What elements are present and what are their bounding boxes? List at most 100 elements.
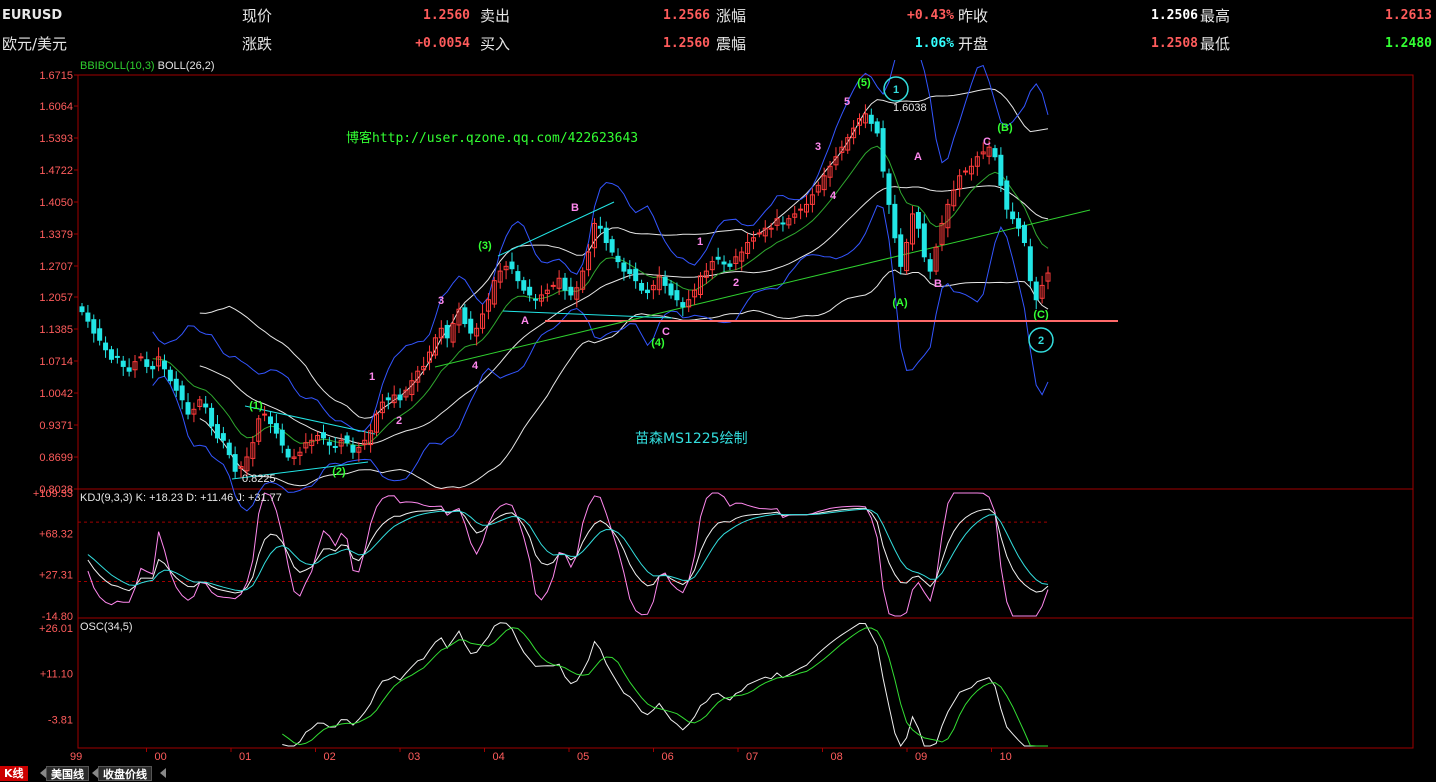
candle-body	[344, 435, 350, 444]
chevron-left-icon	[92, 768, 98, 778]
candle-body	[857, 118, 863, 126]
y-tick-label: 1.3379	[39, 229, 73, 241]
candle	[350, 437, 356, 459]
candle	[232, 446, 238, 478]
candle	[250, 436, 256, 467]
candle	[485, 293, 491, 320]
candle	[868, 108, 874, 132]
candle	[615, 248, 621, 269]
candle	[892, 194, 898, 243]
candle-body	[627, 269, 633, 274]
wave-label-pink: 2	[733, 277, 739, 289]
field-label-high: 最高	[1200, 7, 1231, 25]
y-tick-label: 1.2707	[39, 261, 73, 273]
candle-body	[750, 237, 756, 242]
candle-body	[886, 173, 892, 205]
candle	[880, 120, 886, 178]
wedge-line-bottom	[231, 461, 369, 480]
kdj-j-line	[87, 492, 1049, 617]
field-value-bid: 1.2560	[663, 36, 710, 51]
candle-body	[497, 270, 503, 283]
candle-body	[1039, 284, 1045, 299]
candle-body	[491, 280, 497, 305]
candle-body	[509, 261, 515, 270]
candle	[1045, 266, 1051, 290]
y-tick-label: 1.4722	[39, 165, 73, 177]
candle-body	[998, 154, 1004, 186]
wave-circle	[883, 76, 909, 102]
wave-label-pink: 1	[697, 236, 703, 248]
candle	[951, 180, 957, 212]
candle-body	[910, 213, 916, 245]
tab-close-line[interactable]: 收盘价线	[98, 766, 152, 781]
candle	[762, 220, 768, 243]
candle-body	[739, 251, 745, 262]
candle-body	[804, 203, 809, 213]
symbol-name: 欧元/美元	[2, 35, 68, 53]
candle	[226, 439, 232, 459]
tab-us-line[interactable]: 美国线	[46, 766, 89, 781]
channel-line-top	[497, 201, 615, 257]
candle-body	[450, 323, 456, 343]
candle	[815, 181, 821, 196]
candle	[103, 336, 109, 358]
candle	[680, 297, 686, 317]
wave-circle-label: 2	[1038, 335, 1044, 347]
candle	[462, 303, 468, 328]
candle-body	[232, 454, 238, 472]
wave-labels: (1) (2) (3) (4) (5) (A) (B) (C) 1 2 3 4 A B C 1 2 3 4 5 A B C 1…	[249, 76, 1054, 478]
x-tick-label: 10	[1000, 751, 1012, 763]
candle-body	[939, 222, 945, 245]
candle	[521, 276, 527, 294]
candle	[244, 447, 250, 477]
candle-body	[609, 239, 615, 253]
candle	[362, 430, 368, 450]
x-tick-label: 01	[239, 751, 251, 763]
candle-body	[173, 378, 179, 391]
candle	[827, 161, 833, 187]
candle	[715, 247, 721, 265]
candle-body	[185, 402, 191, 415]
candle-body	[556, 277, 562, 289]
wave-label-pink: B	[571, 202, 579, 214]
boll-label: BOLL(26,2)	[158, 60, 215, 72]
candle	[203, 395, 209, 414]
kdj-k-line	[87, 507, 1049, 594]
candle-body	[191, 408, 197, 415]
candle-body	[768, 227, 774, 230]
tab-kline[interactable]: K线	[0, 766, 28, 781]
candle-body	[709, 261, 715, 271]
kdj-panel: +109.33 +68.32 +27.31 -14.80	[33, 488, 1049, 623]
candle	[562, 273, 568, 300]
candle-body	[715, 256, 721, 260]
price-axis: 1.6715 1.6064 1.5393 1.4722 1.4050 1.3379 1.27…	[39, 70, 78, 496]
kdj-y-tick-label: -14.80	[42, 611, 73, 623]
candle	[220, 426, 226, 449]
candle	[792, 205, 798, 224]
candle	[415, 365, 421, 392]
candle-body	[862, 113, 868, 124]
y-tick-label: 1.0042	[39, 388, 73, 400]
osc-y-tick-label: +11.10	[40, 669, 73, 681]
kdj-d-line	[87, 508, 1049, 592]
candle-body	[727, 263, 733, 267]
candle	[550, 281, 556, 290]
wave-label-pink: 3	[438, 295, 444, 307]
candle-body	[397, 394, 403, 401]
candle-body	[338, 439, 344, 447]
candle	[538, 285, 544, 307]
candle-body	[485, 299, 491, 312]
candle	[668, 280, 674, 299]
candle-body	[415, 370, 421, 383]
candle	[344, 432, 350, 447]
candle-body	[703, 270, 709, 278]
chart-canvas[interactable]: 1.6715 1.6064 1.5393 1.4722 1.4050 1.3379 1.27…	[0, 60, 1436, 765]
chevron-left-icon	[160, 768, 166, 778]
candle	[804, 194, 809, 218]
candle	[297, 446, 303, 466]
candle-body	[798, 208, 804, 211]
candle	[721, 255, 727, 273]
x-tick-label: 99	[70, 751, 82, 763]
candle	[639, 279, 645, 294]
candle	[768, 222, 774, 238]
